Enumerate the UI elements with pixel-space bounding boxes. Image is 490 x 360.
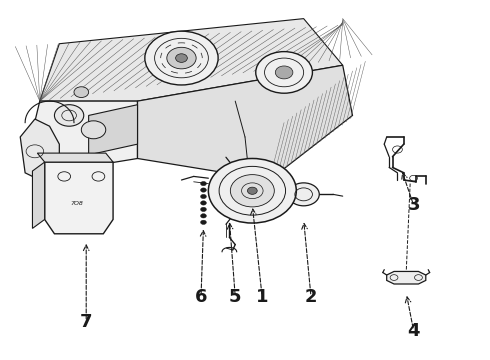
Circle shape <box>167 47 196 69</box>
Text: 5: 5 <box>229 288 242 306</box>
Circle shape <box>200 201 206 205</box>
Text: 2: 2 <box>305 288 317 306</box>
Circle shape <box>74 87 89 98</box>
Circle shape <box>200 194 206 199</box>
Circle shape <box>288 183 319 206</box>
Text: 7: 7 <box>80 312 93 330</box>
Circle shape <box>54 105 84 126</box>
Circle shape <box>200 188 206 192</box>
Polygon shape <box>25 101 138 173</box>
Circle shape <box>200 214 206 218</box>
Circle shape <box>200 207 206 212</box>
Polygon shape <box>89 105 138 155</box>
Text: 1: 1 <box>256 288 269 306</box>
Polygon shape <box>32 162 45 228</box>
Circle shape <box>145 31 218 85</box>
Text: 3: 3 <box>407 196 420 214</box>
Circle shape <box>81 121 106 139</box>
Circle shape <box>200 181 206 186</box>
Circle shape <box>275 66 293 79</box>
Polygon shape <box>45 162 113 234</box>
Text: 4: 4 <box>407 321 420 339</box>
Polygon shape <box>37 153 113 162</box>
Polygon shape <box>138 65 352 180</box>
Circle shape <box>256 51 313 93</box>
Polygon shape <box>387 271 426 284</box>
Polygon shape <box>20 119 59 180</box>
Circle shape <box>175 54 187 62</box>
Circle shape <box>208 158 296 223</box>
Circle shape <box>200 220 206 225</box>
Circle shape <box>230 175 274 207</box>
Text: 6: 6 <box>195 288 207 306</box>
Polygon shape <box>40 19 343 101</box>
Text: 7O8: 7O8 <box>70 201 83 206</box>
Circle shape <box>247 187 257 194</box>
